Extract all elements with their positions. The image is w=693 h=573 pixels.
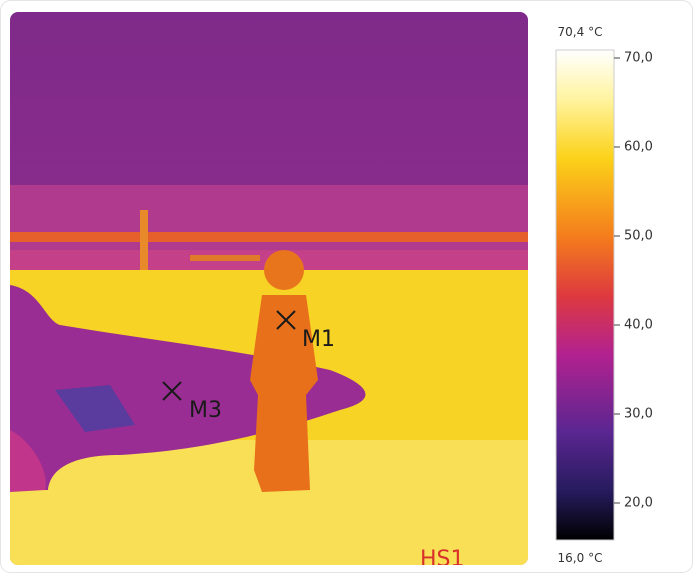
scale-bar xyxy=(555,49,615,541)
thermal-image: HS1 xyxy=(10,12,528,572)
tick-label: 30,0 xyxy=(624,407,653,422)
marker-cross xyxy=(276,310,296,330)
tick-label: 60,0 xyxy=(624,140,653,155)
scale-max: 70,4 °C xyxy=(558,25,603,39)
tick-label: 40,0 xyxy=(624,318,653,333)
hotspot-label: HS1 xyxy=(420,547,465,572)
marker-m1: M1 xyxy=(276,310,335,352)
color-scale: 70,4 °C 16,0 °C 70,0 60,0 50,0 40,0 30,0… xyxy=(555,25,653,565)
marker-label: M3 xyxy=(189,398,222,423)
marker-cross xyxy=(162,381,182,401)
tick-label: 70,0 xyxy=(624,51,653,66)
scale-min: 16,0 °C xyxy=(558,551,603,565)
tick-label: 50,0 xyxy=(624,229,653,244)
tick-label: 20,0 xyxy=(624,496,653,511)
marker-label: M1 xyxy=(302,327,335,352)
marker-m3: M3 xyxy=(162,381,222,423)
